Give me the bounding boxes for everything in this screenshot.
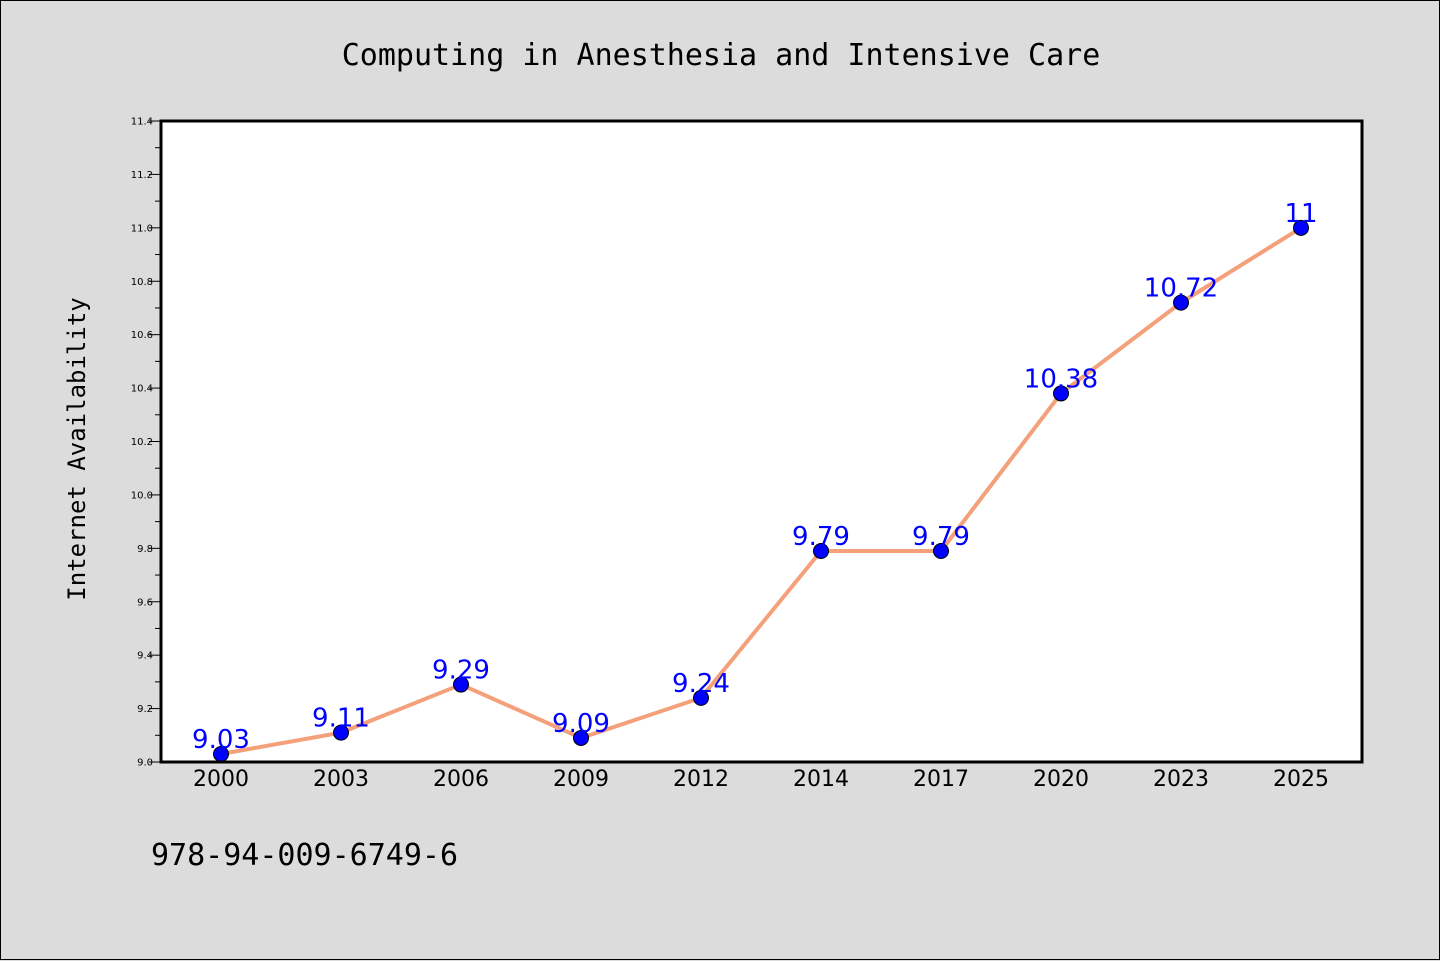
y-tick-label: 9.2	[137, 704, 153, 715]
y-tick-label: 10.6	[131, 330, 153, 341]
x-tick-label: 2017	[913, 767, 969, 792]
data-point	[453, 676, 469, 693]
y-tick-label: 11.4	[131, 117, 153, 128]
y-tick-label: 9.6	[137, 597, 153, 608]
data-label: 11	[1284, 199, 1317, 229]
x-axis-ticks: 2000 2003 2006 2009 2012 2014 2017 2020 2023 2025	[193, 767, 1329, 792]
x-tick-label: 2009	[553, 767, 609, 792]
y-tick-label: 10.0	[131, 490, 153, 501]
y-tick-label: 11.2	[131, 170, 153, 181]
x-tick-label: 2012	[673, 767, 729, 792]
y-tick-label: 11.0	[131, 223, 153, 234]
plot-area	[161, 121, 1362, 762]
data-point	[813, 543, 829, 560]
series-line	[220, 226, 1303, 756]
x-tick-label: 2000	[193, 767, 249, 792]
x-tick-label: 2006	[433, 767, 489, 792]
y-axis-ticks: 9.0 9.2 9.4 9.6 9.8 10.0 10.2 10.4 10.6 10.8 11.0 1…	[131, 117, 161, 769]
data-label: 9.79	[912, 522, 970, 552]
y-tick-label: 9.8	[137, 544, 153, 555]
data-label: 9.29	[432, 656, 490, 686]
isbn-text: 978-94-009-6749-6	[151, 838, 458, 873]
y-tick-label: 10.2	[131, 437, 153, 448]
data-point	[933, 543, 949, 560]
data-point	[1293, 219, 1309, 236]
y-tick-label: 9.0	[137, 758, 153, 769]
data-label: 9.11	[312, 704, 370, 734]
data-point	[333, 724, 349, 741]
x-tick-label: 2025	[1273, 767, 1329, 792]
data-label: 9.24	[672, 669, 730, 699]
y-tick-label: 10.4	[131, 384, 153, 395]
y-axis-label: Internet Availability	[63, 297, 91, 600]
y-tick-label: 10.8	[131, 277, 153, 288]
y-tick-label: 9.4	[137, 651, 153, 662]
data-label: 9.03	[192, 725, 250, 755]
chart-title: Computing in Anesthesia and Intensive Ca…	[342, 38, 1101, 73]
data-label: 10.38	[1024, 364, 1098, 394]
data-point	[573, 729, 589, 746]
x-tick-label: 2014	[793, 767, 849, 792]
data-label: 9.09	[552, 709, 610, 739]
x-tick-label: 2020	[1033, 767, 1089, 792]
plot-frame	[159, 119, 1364, 764]
data-point	[693, 689, 709, 706]
data-label: 10.72	[1144, 274, 1218, 304]
data-point	[1053, 385, 1069, 402]
series-group: 9.03 9.11 9.29 9.09 9.24 9.79 9.79 10.38 10.72 11	[192, 199, 1318, 762]
x-tick-label: 2023	[1153, 767, 1209, 792]
x-tick-label: 2003	[313, 767, 369, 792]
data-point	[1173, 294, 1189, 311]
data-label: 9.79	[792, 522, 850, 552]
